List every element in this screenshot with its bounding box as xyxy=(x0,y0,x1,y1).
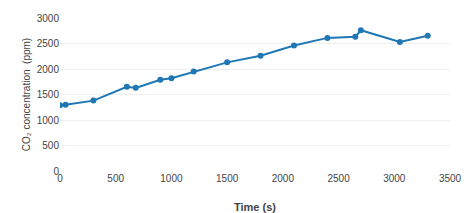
svg-text:500: 500 xyxy=(107,173,124,184)
svg-text:1000: 1000 xyxy=(160,173,183,184)
svg-text:2500: 2500 xyxy=(327,173,350,184)
svg-text:2000: 2000 xyxy=(272,173,295,184)
svg-text:1500: 1500 xyxy=(216,173,239,184)
svg-text:0: 0 xyxy=(53,166,59,177)
svg-text:3500: 3500 xyxy=(439,173,462,184)
svg-text:3000: 3000 xyxy=(383,173,406,184)
svg-text:1500: 1500 xyxy=(37,89,60,100)
svg-text:1000: 1000 xyxy=(37,115,60,126)
svg-text:3000: 3000 xyxy=(37,13,60,24)
svg-text:2000: 2000 xyxy=(37,64,60,75)
svg-text:500: 500 xyxy=(42,140,59,151)
svg-text:0: 0 xyxy=(57,173,63,184)
svg-text:CO₂ concentration (ppm): CO₂ concentration (ppm) xyxy=(21,38,32,151)
svg-text:2500: 2500 xyxy=(37,38,60,49)
svg-text:Time (s): Time (s) xyxy=(234,201,276,213)
